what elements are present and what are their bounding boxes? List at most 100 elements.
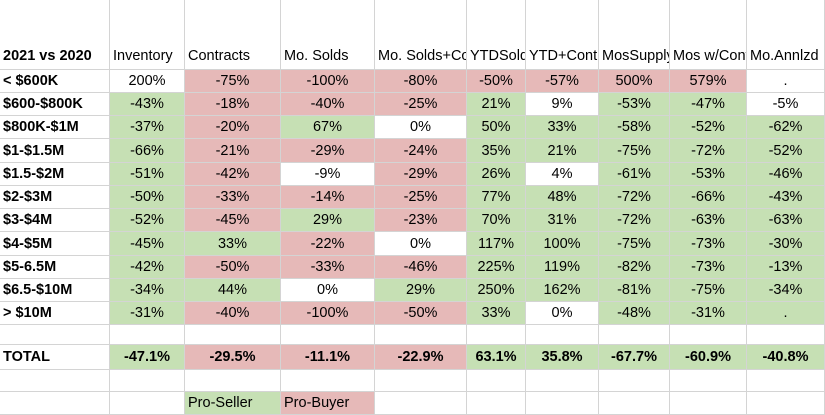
table-cell[interactable]: -62% [747,116,825,139]
table-cell[interactable]: -52% [670,116,747,139]
table-cell[interactable]: -46% [375,256,467,279]
empty-cell[interactable] [526,370,599,392]
table-cell[interactable]: 117% [467,232,526,256]
table-cell[interactable]: -29% [375,163,467,186]
table-cell[interactable]: -34% [747,279,825,302]
table-cell[interactable]: -14% [281,186,375,209]
table-cell[interactable]: -61% [599,163,670,186]
table-cell[interactable]: 4% [526,163,599,186]
table-cell[interactable]: -31% [670,302,747,325]
table-cell[interactable]: -50% [110,186,185,209]
table-cell[interactable]: 29% [281,209,375,232]
table-cell[interactable]: 77% [467,186,526,209]
empty-cell[interactable] [375,325,467,345]
empty-cell[interactable] [281,370,375,392]
table-cell[interactable]: 100% [526,232,599,256]
table-cell[interactable]: 0% [526,302,599,325]
table-cell[interactable]: -75% [599,139,670,163]
row-label[interactable]: $1-$1.5M [0,139,110,163]
empty-cell[interactable] [110,325,185,345]
table-cell[interactable]: 35% [467,139,526,163]
table-cell[interactable]: -23% [375,209,467,232]
table-cell[interactable]: -43% [747,186,825,209]
table-cell[interactable]: -48% [599,302,670,325]
table-cell[interactable]: -50% [375,302,467,325]
table-cell[interactable]: -63% [747,209,825,232]
table-cell[interactable]: -18% [185,93,281,116]
table-cell[interactable]: -63% [670,209,747,232]
table-cell[interactable]: -33% [281,256,375,279]
empty-cell[interactable] [0,325,110,345]
table-cell[interactable]: -46% [747,163,825,186]
table-cell[interactable]: 0% [375,116,467,139]
table-cell[interactable]: 0% [281,279,375,302]
table-cell[interactable]: -43% [110,93,185,116]
table-cell[interactable]: -75% [599,232,670,256]
empty-cell[interactable] [526,325,599,345]
table-cell[interactable]: -9% [281,163,375,186]
table-cell[interactable]: -21% [185,139,281,163]
table-cell[interactable]: -34% [110,279,185,302]
total-cell[interactable]: -22.9% [375,345,467,370]
row-label[interactable]: $4-$5M [0,232,110,256]
table-cell[interactable]: -72% [599,209,670,232]
row-label[interactable]: $6.5-$10M [0,279,110,302]
empty-cell[interactable] [467,325,526,345]
total-cell[interactable]: 63.1% [467,345,526,370]
table-cell[interactable]: -75% [670,279,747,302]
empty-cell[interactable] [110,392,185,415]
table-cell[interactable]: 21% [467,93,526,116]
empty-cell[interactable] [747,370,825,392]
table-cell[interactable]: -42% [110,256,185,279]
column-header[interactable]: YTD+Contracts [526,0,599,70]
table-cell[interactable]: -82% [599,256,670,279]
empty-cell[interactable] [599,370,670,392]
table-cell[interactable]: -80% [375,70,467,93]
column-header[interactable]: Mo. Solds+Contracts [375,0,467,70]
table-cell[interactable]: . [747,70,825,93]
table-cell[interactable]: -50% [185,256,281,279]
table-cell[interactable]: 250% [467,279,526,302]
table-cell[interactable]: -66% [110,139,185,163]
table-cell[interactable]: -42% [185,163,281,186]
table-cell[interactable]: -57% [526,70,599,93]
empty-cell[interactable] [0,370,110,392]
table-cell[interactable]: -72% [670,139,747,163]
total-cell[interactable]: -47.1% [110,345,185,370]
table-cell[interactable]: -25% [375,93,467,116]
table-cell[interactable]: -53% [599,93,670,116]
column-header[interactable]: YTDSolds [467,0,526,70]
table-cell[interactable]: 48% [526,186,599,209]
empty-cell[interactable] [375,370,467,392]
table-cell[interactable]: -22% [281,232,375,256]
table-cell[interactable]: -45% [110,232,185,256]
empty-cell[interactable] [467,392,526,415]
table-cell[interactable]: -40% [281,93,375,116]
empty-cell[interactable] [526,392,599,415]
table-cell[interactable]: 33% [526,116,599,139]
table-cell[interactable]: -100% [281,70,375,93]
table-cell[interactable]: -52% [110,209,185,232]
total-cell[interactable]: -40.8% [747,345,825,370]
total-cell[interactable]: -67.7% [599,345,670,370]
table-cell[interactable]: -58% [599,116,670,139]
table-cell[interactable]: -30% [747,232,825,256]
empty-cell[interactable] [599,325,670,345]
table-cell[interactable]: 579% [670,70,747,93]
column-header[interactable]: Inventory [110,0,185,70]
table-cell[interactable]: 31% [526,209,599,232]
row-label[interactable]: $1.5-$2M [0,163,110,186]
table-cell[interactable]: 67% [281,116,375,139]
empty-cell[interactable] [747,325,825,345]
table-cell[interactable]: -40% [185,302,281,325]
table-cell[interactable]: 26% [467,163,526,186]
table-cell[interactable]: -24% [375,139,467,163]
total-label[interactable]: TOTAL [0,345,110,370]
empty-cell[interactable] [375,392,467,415]
table-cell[interactable]: -53% [670,163,747,186]
column-header[interactable]: Mos Supply [599,0,670,70]
table-cell[interactable]: -5% [747,93,825,116]
table-cell[interactable]: -50% [467,70,526,93]
table-cell[interactable]: -73% [670,232,747,256]
table-cell[interactable]: -47% [670,93,747,116]
